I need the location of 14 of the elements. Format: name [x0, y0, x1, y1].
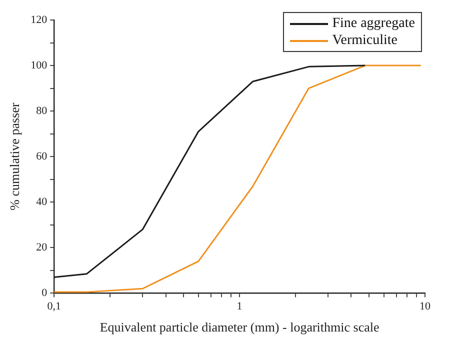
- y-tick-label: 40: [36, 196, 48, 208]
- y-tick-label: 120: [30, 14, 48, 26]
- y-tick-label: 80: [36, 104, 48, 117]
- y-tick-label: 60: [36, 150, 48, 162]
- x-tick-label: 10: [420, 300, 431, 313]
- legend-label: Fine aggregate: [332, 15, 415, 32]
- y-tick-label: 20: [36, 242, 48, 254]
- legend-label: Vermiculite: [332, 32, 398, 49]
- x-tick-label: 1: [236, 300, 242, 313]
- x-tick-label: 0,1: [47, 300, 61, 313]
- y-axis-title: % cumulative passer: [7, 102, 22, 210]
- y-tick-label: 0: [42, 287, 48, 300]
- x-axis-title: Equivalent particle diameter (mm) - logarithmic scale: [100, 320, 380, 335]
- y-tick-label: 100: [30, 59, 48, 72]
